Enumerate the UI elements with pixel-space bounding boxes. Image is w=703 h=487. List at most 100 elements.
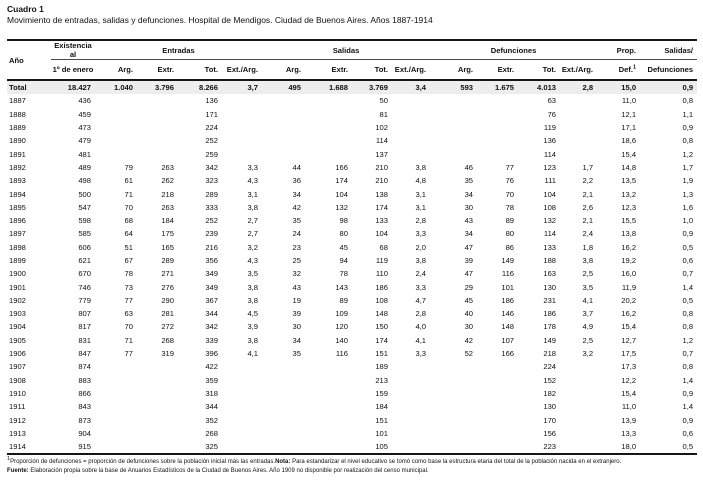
value-cell: 178 [543,322,557,332]
value-cell: 0,8 [682,362,694,372]
value-cell: 108 [543,202,557,212]
value-cell: 281 [161,309,174,319]
year-cell: 1905 [9,335,26,345]
value-cell: 86 [505,242,515,252]
value-cell [430,400,477,413]
value-cell [262,374,305,387]
header-salidas-extr: Extr. [331,65,348,74]
value-cell [222,94,262,107]
value-cell: 47 [464,242,474,252]
year-cell: 1906 [9,349,26,359]
value-cell: 1,4 [682,375,694,385]
value-cell: 188 [543,256,557,265]
value-cell: 166 [335,162,348,172]
year-cell: 1893 [9,176,26,186]
value-cell: 11,9 [621,282,637,292]
value-cell [477,440,518,454]
value-cell: 0,8 [682,96,694,106]
value-cell: 1.040 [113,83,133,93]
value-cell: 223 [543,442,557,452]
value-cell [560,387,597,400]
value-cell: 78 [505,202,515,212]
value-cell: 67 [124,256,133,265]
value-cell: 3,1 [247,189,258,199]
year-cell: 1899 [9,256,26,265]
value-cell [95,147,137,160]
year-cell: 1897 [9,229,26,239]
value-cell: 15,0 [621,83,637,93]
value-cell: 2,7 [247,216,258,226]
value-cell [477,387,518,400]
value-cell: 4,1 [247,349,258,359]
value-cell: 1,3 [682,189,694,199]
value-cell: 18,6 [621,136,637,146]
value-cell: 1,9 [682,176,694,186]
value-cell [305,427,352,440]
value-cell: 873 [78,415,91,425]
value-cell: 175 [161,229,174,239]
table-row: 1888 459 171 81 76 12,1 1,1 [7,108,697,121]
table-subtitle: Movimiento de entradas, salidas y defunc… [7,15,433,25]
table-row: 1910 866 318 159 182 15,4 0,9 [7,387,697,400]
header-ratio-line2: Defunciones [647,65,694,74]
table-row: 1905 831 71 268 339 3,8 34 140 174 4,1 42 107 149 2,5… [7,334,697,347]
value-cell: 874 [78,362,91,372]
value-cell: 2,2 [582,176,594,186]
value-cell: 239 [205,229,218,239]
value-cell [430,374,477,387]
header-group-salidas: Salidas [262,40,431,60]
value-cell: 479 [78,136,91,146]
value-cell: 16,0 [621,269,637,279]
footnotes: 1Proporción de defunciones = proporción … [7,457,697,475]
value-cell: 252 [205,216,218,226]
value-cell [430,147,477,160]
value-cell [477,360,518,373]
value-cell: 116 [501,269,515,279]
value-cell: 847 [78,349,91,359]
table-row: 1911 843 344 184 130 11,0 1,4 [7,400,697,413]
year-cell: 1908 [9,375,26,385]
value-cell [430,427,477,440]
value-cell [305,360,352,373]
value-cell: 130 [543,402,557,412]
value-cell [95,108,137,121]
value-cell [262,134,305,147]
value-cell: 114 [543,149,557,159]
value-cell: 81 [379,109,388,119]
value-cell: 47 [464,269,474,279]
value-cell: 78 [339,269,348,279]
table-row: 1894 500 71 218 289 3,1 34 104 138 3,1 34 70 104 2,1 1… [7,187,697,200]
value-cell [477,147,518,160]
value-cell: 34 [292,335,301,345]
value-cell [262,147,305,160]
value-cell: 0,8 [682,322,694,332]
value-cell: 116 [335,349,348,359]
value-cell: 34 [292,189,301,199]
value-cell [392,360,430,373]
header-salidas-arg: Arg. [285,65,301,74]
value-cell: 52 [464,349,474,359]
value-cell: 276 [161,282,174,292]
value-cell: 4,0 [415,322,427,332]
value-cell: 13,8 [621,229,637,239]
value-cell [222,147,262,160]
page: Cuadro 1 Movimiento de entradas, salidas… [7,4,698,475]
value-cell: 2,5 [582,269,594,279]
value-cell: 3,3 [415,349,427,359]
value-cell: 252 [205,136,218,146]
year-cell: 1892 [9,162,26,172]
header-group-entradas: Entradas [95,40,262,60]
value-cell [222,121,262,134]
value-cell [477,374,518,387]
value-cell: 231 [543,295,557,305]
value-cell: 1,1 [682,109,694,119]
value-cell: 42 [292,202,301,212]
value-cell: 13,2 [621,189,637,199]
value-cell: 216 [205,242,218,252]
value-cell: 0,7 [682,349,694,359]
value-cell: 3,8 [415,162,427,172]
table-row: 1901 746 73 276 349 3,8 43 143 186 3,3 29 101 130 3,5… [7,280,697,293]
value-cell: 3,3 [415,229,427,239]
value-cell [262,94,305,107]
value-cell: 3,8 [247,202,258,212]
